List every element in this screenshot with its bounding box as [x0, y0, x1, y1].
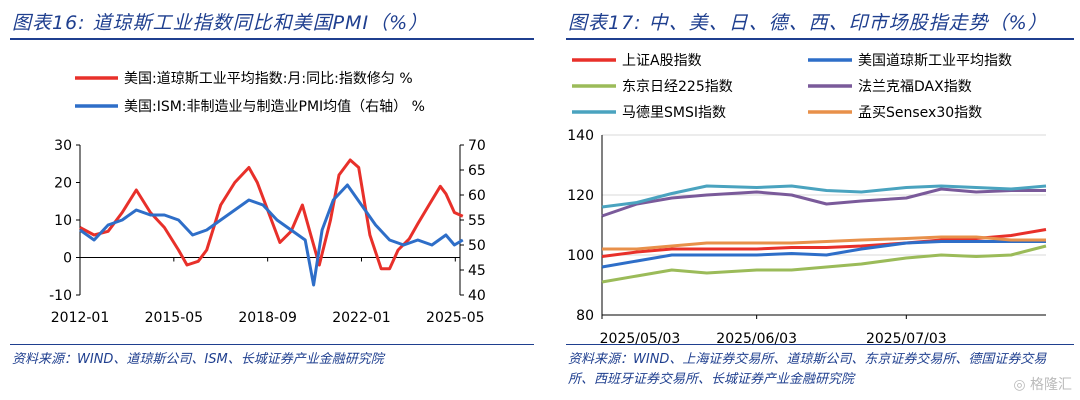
source-note-right: 资料来源：WIND、上海证券交易所、道琼斯公司、东京证券交易所、德国证券交易所、… — [568, 352, 1047, 387]
source-divider-left — [10, 344, 534, 345]
legend-label: 孟买Sensex30指数 — [858, 105, 982, 121]
y-tick-label-left: 30 — [54, 138, 72, 154]
chart-panel-left: 图表16: 道琼斯工业指数同比和美国PMI（%） 美国:道琼斯工业平均指数:月:… — [10, 12, 534, 367]
x-tick-label: 2025/05/03 — [600, 331, 681, 347]
chart-title-right: 图表17: 中、美、日、德、西、印市场股指走势（%） — [568, 12, 1048, 34]
y-tick-label-left: 20 — [54, 176, 72, 192]
chart-left-svg: 美国:道琼斯工业平均指数:月:同比:指数修匀 % 美国:ISM:非制造业与制造业P… — [49, 71, 486, 326]
x-tick-label: 2025/07/03 — [866, 331, 947, 347]
y-tick-label: 80 — [576, 308, 594, 324]
y-tick-label-left: 0 — [63, 251, 72, 267]
series-line — [601, 244, 1047, 284]
y-tick-label-right: 65 — [468, 163, 486, 179]
chart-title-left: 图表16: 道琼斯工业指数同比和美国PMI（%） — [12, 12, 429, 34]
x-tick-label: 2015-05 — [145, 310, 204, 326]
y-tick-label: 120 — [567, 188, 594, 204]
title-divider-right — [566, 38, 1074, 40]
y-tick-label-right: 50 — [468, 238, 486, 254]
y-tick-label-right: 60 — [468, 188, 486, 204]
x-tick-label: 2022-01 — [332, 310, 391, 326]
series-line — [601, 240, 1046, 269]
y-tick-label-right: 55 — [468, 213, 486, 229]
watermark: ◎ 格隆汇 — [1013, 374, 1072, 394]
legend-label: 马德里SMSI指数 — [622, 105, 726, 121]
x-tick-label: 2012-01 — [51, 310, 110, 326]
series-line — [79, 158, 464, 271]
legend-label: 美国:道琼斯工业平均指数:月:同比:指数修匀 % — [124, 71, 413, 87]
y-tick-label-right: 45 — [468, 263, 486, 279]
series-line — [602, 235, 1046, 251]
x-tick-label: 2018-09 — [238, 310, 297, 326]
legend-label: 美国道琼斯工业平均指数 — [858, 53, 1012, 69]
x-tick-label: 2025/06/03 — [716, 331, 797, 347]
chart-panel-right: 图表17: 中、美、日、德、西、印市场股指走势（%） 上证A股指数 美国道琼斯工业… — [556, 0, 1080, 400]
y-tick-label-right: 40 — [468, 288, 486, 304]
legend-label: 上证A股指数 — [622, 53, 702, 69]
watermark-text: 格隆汇 — [1030, 377, 1072, 393]
title-divider-left — [10, 38, 534, 40]
y-tick-label: 140 — [567, 128, 594, 144]
y-tick-label-left: 10 — [54, 213, 72, 229]
legend-label: 法兰克福DAX指数 — [858, 79, 972, 95]
series-line — [601, 187, 1046, 218]
watermark-logo-icon: ◎ — [1013, 377, 1026, 393]
y-tick-label-left: -10 — [49, 288, 72, 304]
y-tick-label: 100 — [567, 248, 594, 264]
legend-label: 美国:ISM:非制造业与制造业PMI均值（右轴） % — [124, 99, 425, 115]
series-line — [79, 183, 464, 287]
legend-label: 东京日经225指数 — [622, 79, 733, 95]
source-divider-right — [566, 344, 1074, 345]
x-tick-label: 2025-05 — [426, 310, 485, 326]
y-tick-label-right: 70 — [468, 138, 486, 154]
series-line — [601, 184, 1047, 209]
source-note-left: 资料来源：WIND、道琼斯公司、ISM、长城证券产业金融研究院 — [12, 352, 384, 367]
